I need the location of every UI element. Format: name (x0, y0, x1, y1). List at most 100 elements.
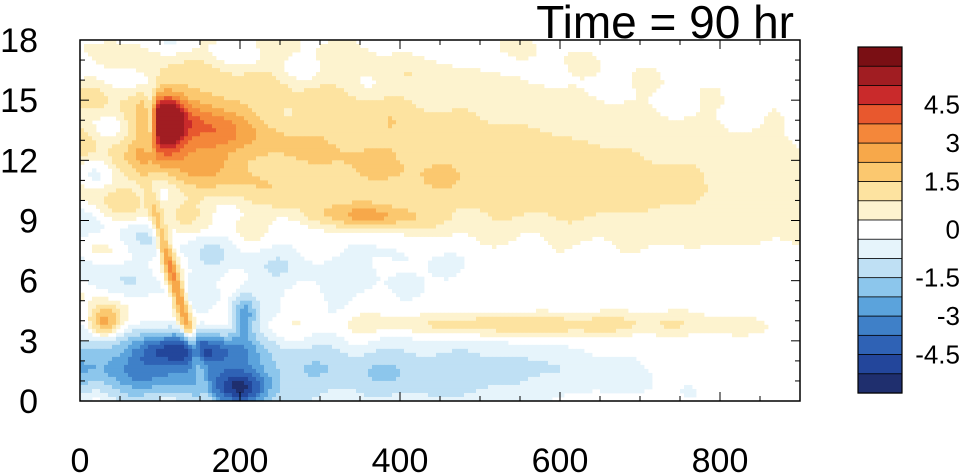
heatmap-cell (212, 168, 217, 173)
heatmap-cell (272, 56, 277, 61)
heatmap-cell (700, 156, 705, 161)
heatmap-cell (512, 168, 517, 173)
heatmap-cell (688, 120, 693, 125)
heatmap-cell (284, 164, 289, 169)
heatmap-cell (368, 88, 373, 93)
heatmap-cell (240, 96, 245, 101)
heatmap-cell (280, 108, 285, 113)
heatmap-cell (372, 76, 377, 81)
heatmap-cell (224, 112, 229, 117)
heatmap-cell (344, 164, 349, 169)
heatmap-cell (204, 116, 209, 121)
heatmap-cell (384, 156, 389, 161)
heatmap-cell (552, 132, 557, 137)
heatmap-cell (432, 140, 437, 145)
heatmap-cell (240, 76, 245, 81)
heatmap-cell (484, 92, 489, 97)
heatmap-cell (132, 136, 137, 141)
heatmap-cell (524, 156, 529, 161)
heatmap-cell (576, 72, 581, 77)
heatmap-cell (492, 96, 497, 101)
heatmap-cell (212, 148, 217, 153)
heatmap-cell (440, 64, 445, 69)
heatmap-cell (160, 168, 165, 173)
heatmap-cell (432, 64, 437, 69)
heatmap-cell (444, 180, 449, 185)
heatmap-cell (316, 160, 321, 165)
heatmap-cell (200, 132, 205, 137)
heatmap-cell (564, 176, 569, 181)
heatmap-cell (276, 96, 281, 101)
heatmap-cell (420, 128, 425, 133)
heatmap-cell (644, 104, 649, 109)
heatmap-cell (488, 172, 493, 177)
heatmap-cell (300, 160, 305, 165)
heatmap-cell (540, 152, 545, 157)
heatmap-cell (172, 120, 177, 125)
heatmap-cell (580, 104, 585, 109)
heatmap-cell (248, 140, 253, 145)
heatmap-cell (240, 92, 245, 97)
heatmap-cell (788, 176, 793, 181)
heatmap-cell (100, 108, 105, 113)
heatmap-cell (364, 68, 369, 73)
heatmap-cell (552, 184, 557, 189)
heatmap-cell (332, 148, 337, 153)
heatmap-cell (216, 132, 221, 137)
heatmap-cell (784, 144, 789, 149)
heatmap-cell (488, 80, 493, 85)
heatmap-cell (332, 44, 337, 49)
heatmap-cell (216, 92, 221, 97)
heatmap-cell (340, 84, 345, 89)
heatmap-cell (232, 72, 237, 77)
heatmap-cell (528, 176, 533, 181)
heatmap-cell (396, 96, 401, 101)
heatmap-cell (136, 164, 141, 169)
heatmap-cell (436, 76, 441, 81)
heatmap-cell (208, 172, 213, 177)
heatmap-cell (684, 180, 689, 185)
heatmap-cell (168, 40, 173, 45)
heatmap-cell (364, 136, 369, 141)
heatmap-cell (772, 128, 777, 133)
heatmap-cell (180, 96, 185, 101)
heatmap-cell (584, 168, 589, 173)
heatmap-cell (652, 164, 657, 169)
heatmap-cell (484, 88, 489, 93)
heatmap-cell (604, 144, 609, 149)
heatmap-cell (652, 68, 657, 73)
heatmap-cell (404, 120, 409, 125)
heatmap-cell (364, 56, 369, 61)
heatmap-cell (496, 72, 501, 77)
heatmap-cell (296, 144, 301, 149)
heatmap-cell (152, 60, 157, 65)
heatmap-cell (324, 160, 329, 165)
heatmap-cell (600, 140, 605, 145)
heatmap-cell (664, 140, 669, 145)
heatmap-cell (168, 92, 173, 97)
heatmap-cell (400, 168, 405, 173)
heatmap-cell (584, 124, 589, 129)
heatmap-cell (560, 140, 565, 145)
heatmap-cell (140, 56, 145, 61)
heatmap-cell (608, 168, 613, 173)
heatmap-cell (708, 104, 713, 109)
heatmap-cell (332, 68, 337, 73)
heatmap-cell (140, 104, 145, 109)
heatmap-cell (524, 176, 529, 181)
heatmap-cell (208, 132, 213, 137)
heatmap-cell (364, 100, 369, 105)
heatmap-cell (516, 108, 521, 113)
heatmap-cell (188, 148, 193, 153)
heatmap-cell (272, 184, 277, 189)
heatmap-cell (576, 120, 581, 125)
heatmap-cell (88, 152, 93, 157)
heatmap-cell (124, 164, 129, 169)
heatmap-cell (524, 132, 529, 137)
heatmap-cell (312, 112, 317, 117)
heatmap-cell (372, 124, 377, 129)
heatmap-cell (252, 80, 257, 85)
heatmap-cell (592, 156, 597, 161)
heatmap-cell (80, 84, 85, 89)
heatmap-cell (464, 112, 469, 117)
